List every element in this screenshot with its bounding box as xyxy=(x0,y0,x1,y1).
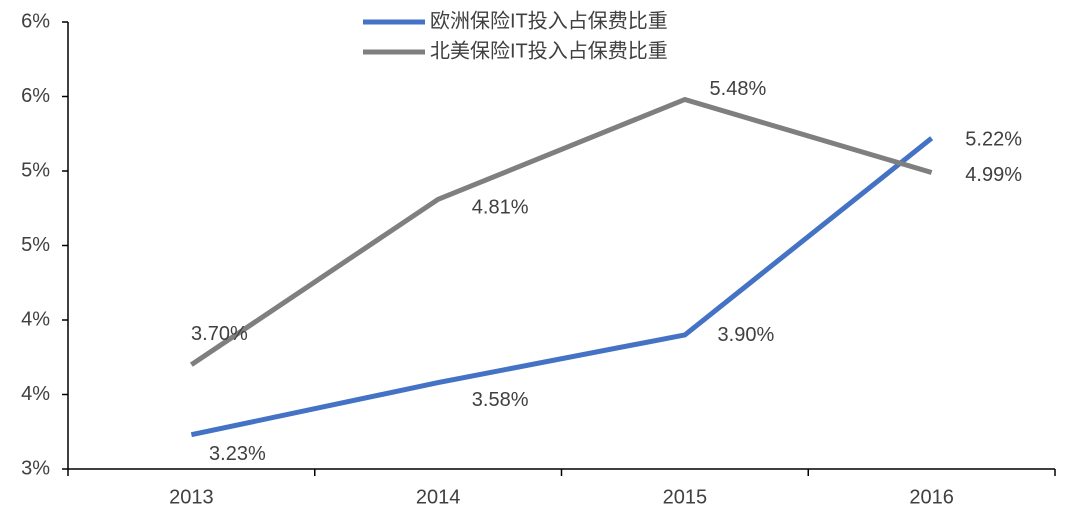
x-tick-label: 2013 xyxy=(169,486,214,508)
y-tick-label: 4% xyxy=(21,383,50,405)
y-tick-label: 3% xyxy=(21,457,50,479)
series-line xyxy=(190,136,934,438)
x-tick-label: 2015 xyxy=(663,486,708,508)
data-label: 5.22% xyxy=(965,129,1022,151)
series-line xyxy=(189,96,933,367)
legend-label: 北美保险IT投入占保费比重 xyxy=(430,39,668,62)
data-label: 5.48% xyxy=(710,78,767,100)
data-label: 3.70% xyxy=(191,323,248,345)
y-tick-label: 5% xyxy=(21,234,50,256)
y-tick-label: 4% xyxy=(21,308,50,330)
legend-label: 欧洲保险IT投入占保费比重 xyxy=(430,9,668,32)
y-tick-label: 5% xyxy=(21,159,50,181)
data-label: 4.81% xyxy=(472,197,529,219)
x-tick-label: 2014 xyxy=(416,486,461,508)
y-tick-label: 6% xyxy=(21,10,50,32)
y-tick-label: 6% xyxy=(21,85,50,107)
data-label: 3.58% xyxy=(472,389,529,411)
data-label: 4.99% xyxy=(965,164,1022,186)
data-label: 3.90% xyxy=(718,324,775,346)
x-tick-label: 2016 xyxy=(909,486,954,508)
data-label: 3.23% xyxy=(209,443,266,465)
